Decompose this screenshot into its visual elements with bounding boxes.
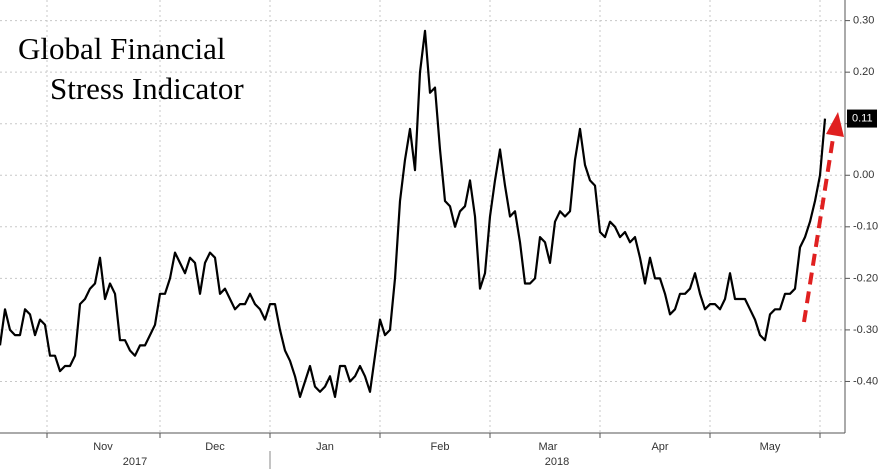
x-tick-label: Dec <box>205 441 225 453</box>
last-value-label: 0.11 <box>852 112 873 124</box>
line <box>0 29 827 398</box>
y-tick-label: -0.40 <box>853 375 878 387</box>
y-tick-label: -0.20 <box>853 272 878 284</box>
x-tick-label: May <box>760 441 781 453</box>
year-label: 2018 <box>545 456 569 468</box>
arrow <box>802 131 836 323</box>
x-tick-label: Apr <box>651 441 668 453</box>
x-tick-label: Jan <box>316 441 334 453</box>
y-tick-label: -0.30 <box>853 324 878 336</box>
last-value-box <box>847 109 877 128</box>
chart-title: Global Financial <box>18 31 225 66</box>
x-tick-label: Mar <box>539 441 558 453</box>
x-tick-label: Feb <box>431 441 450 453</box>
y-tick-label: 0.30 <box>853 15 874 27</box>
arrow-head <box>826 112 844 137</box>
y-tick-label: 0.20 <box>853 66 874 78</box>
year-label: 2017 <box>123 456 147 468</box>
y-tick-label: 0.00 <box>853 169 874 181</box>
y-tick-label: -0.10 <box>853 221 878 233</box>
chart-title: Stress Indicator <box>50 71 244 106</box>
x-tick-label: Nov <box>93 441 113 453</box>
